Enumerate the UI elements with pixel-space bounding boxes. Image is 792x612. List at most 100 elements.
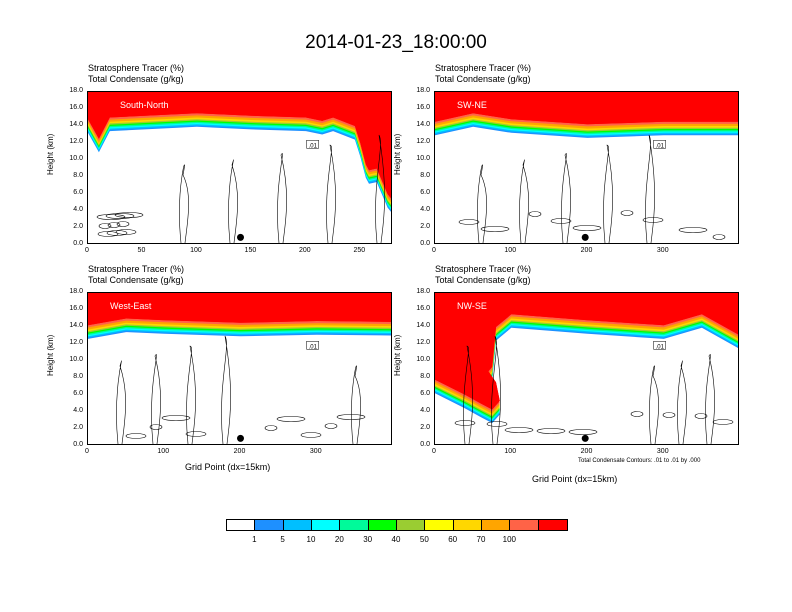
y-tick-label: 8.0 [420, 373, 430, 380]
y-tick-label: 4.0 [73, 407, 83, 414]
panel4-field-label-2: Total Condensate (g/kg) [435, 275, 531, 285]
y-tick-label: 16.0 [69, 305, 83, 312]
colorbar-level-label: 10 [306, 535, 316, 544]
location-marker [237, 233, 244, 241]
panel-name: South-North [120, 100, 169, 110]
panel3-field-label-2: Total Condensate (g/kg) [88, 275, 184, 285]
y-tick-label: 8.0 [73, 373, 83, 380]
colorbar-level-label: 5 [280, 535, 285, 544]
condensate-contour [649, 365, 659, 444]
condensate-contour [572, 225, 602, 231]
condensate-contour [519, 159, 529, 243]
y-tick-label: 10.0 [69, 356, 83, 363]
condensate-contour [458, 219, 480, 225]
y-tick-label: 14.0 [416, 121, 430, 128]
condensate-contour [678, 227, 708, 233]
colorbar-level-label: 100 [502, 535, 516, 544]
condensate-contour [630, 411, 644, 417]
condensate-contour [114, 212, 144, 218]
panel2-field-label-2: Total Condensate (g/kg) [435, 74, 531, 84]
y-tick-label: 6.0 [420, 189, 430, 196]
colorbar-level-label: 50 [419, 535, 429, 544]
y-tick-label: 16.0 [416, 305, 430, 312]
condensate-contour [185, 431, 207, 437]
y-tick-label: 8.0 [73, 172, 83, 179]
condensate-contour [151, 354, 161, 444]
colorbar-cell [283, 520, 312, 530]
main-title: 2014-01-23_18:00:00 [305, 32, 487, 53]
panel-name: West-East [110, 301, 152, 311]
condensate-contour [125, 433, 147, 439]
contour-label-box [653, 341, 666, 350]
condensate-contour [96, 214, 126, 220]
y-tick-label: 4.0 [420, 206, 430, 213]
y-tick-label: 2.0 [420, 424, 430, 431]
condensate-contour [98, 223, 112, 229]
panel2-y-axis-label: Height (km) [393, 133, 402, 175]
colorbar-cell [453, 520, 482, 530]
condensate-contour [504, 427, 534, 433]
panel2-field-label-1: Stratosphere Tracer (%) [435, 63, 532, 73]
panel2-sw-ne: .01 SW-NE [434, 91, 739, 244]
y-tick-label: 6.0 [73, 189, 83, 196]
condensate-contour [116, 221, 130, 227]
panel-name: NW-SE [457, 301, 487, 311]
panel3-plot-svg: .01 West-East [88, 293, 391, 444]
x-tick-label: 100 [157, 448, 170, 455]
tracer-band-100 [435, 293, 738, 410]
x-tick-label: 300 [309, 448, 322, 455]
tracer-band-100 [435, 92, 738, 125]
y-tick-label: 16.0 [416, 104, 430, 111]
colorbar-cell [227, 520, 256, 530]
x-tick-label: 200 [299, 247, 311, 254]
condensate-contour [105, 213, 135, 219]
x-tick-label: 0 [85, 448, 89, 455]
condensate-contour [116, 360, 126, 444]
colorbar-cell [510, 520, 539, 530]
y-tick-label: 4.0 [420, 407, 430, 414]
condensate-contour [645, 134, 655, 243]
y-tick-label: 14.0 [416, 322, 430, 329]
y-tick-label: 10.0 [416, 356, 430, 363]
condensate-contour [477, 164, 487, 243]
x-tick-label: 200 [233, 448, 246, 455]
condensate-contour [300, 432, 322, 438]
x-tick-label: 0 [432, 448, 436, 455]
colorbar-level-label: 60 [448, 535, 458, 544]
y-tick-label: 6.0 [420, 390, 430, 397]
y-tick-label: 16.0 [69, 104, 83, 111]
colorbar-labels: 1 5 10 20 30 40 50 60 70 100 [226, 535, 566, 547]
y-tick-label: 12.0 [416, 138, 430, 145]
y-tick-label: 18.0 [69, 87, 83, 94]
panel4-field-label-1: Stratosphere Tracer (%) [435, 264, 532, 274]
y-tick-label: 14.0 [69, 121, 83, 128]
condensate-contour [264, 425, 278, 431]
condensate-contour [480, 226, 510, 232]
x-tick-label: 150 [244, 247, 257, 254]
condensate-contour [179, 164, 189, 243]
y-tick-label: 18.0 [416, 288, 430, 295]
colorbar-cell [482, 520, 511, 530]
panel3-field-label-1: Stratosphere Tracer (%) [88, 264, 185, 274]
y-tick-label: 0.0 [73, 441, 83, 448]
tracer-band-100 [88, 293, 391, 326]
x-tick-label: 100 [190, 247, 202, 254]
y-tick-label: 2.0 [73, 424, 83, 431]
contour-label-box [653, 140, 666, 149]
panel3-west-east: .01 West-East [87, 292, 392, 445]
panel1-plot-svg: .01 South-North [88, 92, 391, 243]
contour-label: .01 [656, 143, 665, 149]
x-tick-label: 100 [504, 247, 517, 254]
panel2-plot-svg: .01 SW-NE [435, 92, 738, 243]
panel1-field-label-1: Stratosphere Tracer (%) [88, 63, 185, 73]
condensate-contour [161, 415, 191, 421]
panel4-y-axis-label: Height (km) [393, 334, 402, 376]
condensate-contour [277, 153, 287, 243]
condensate-contour [486, 421, 508, 427]
condensate-contour [550, 218, 572, 224]
condensate-contour [115, 229, 137, 235]
colorbar-level-label: 1 [252, 535, 257, 544]
x-tick-label: 300 [656, 448, 669, 455]
panel4-nw-se: .01 NW-SE [434, 292, 739, 445]
panel4-plot-svg: .01 NW-SE [435, 293, 738, 444]
